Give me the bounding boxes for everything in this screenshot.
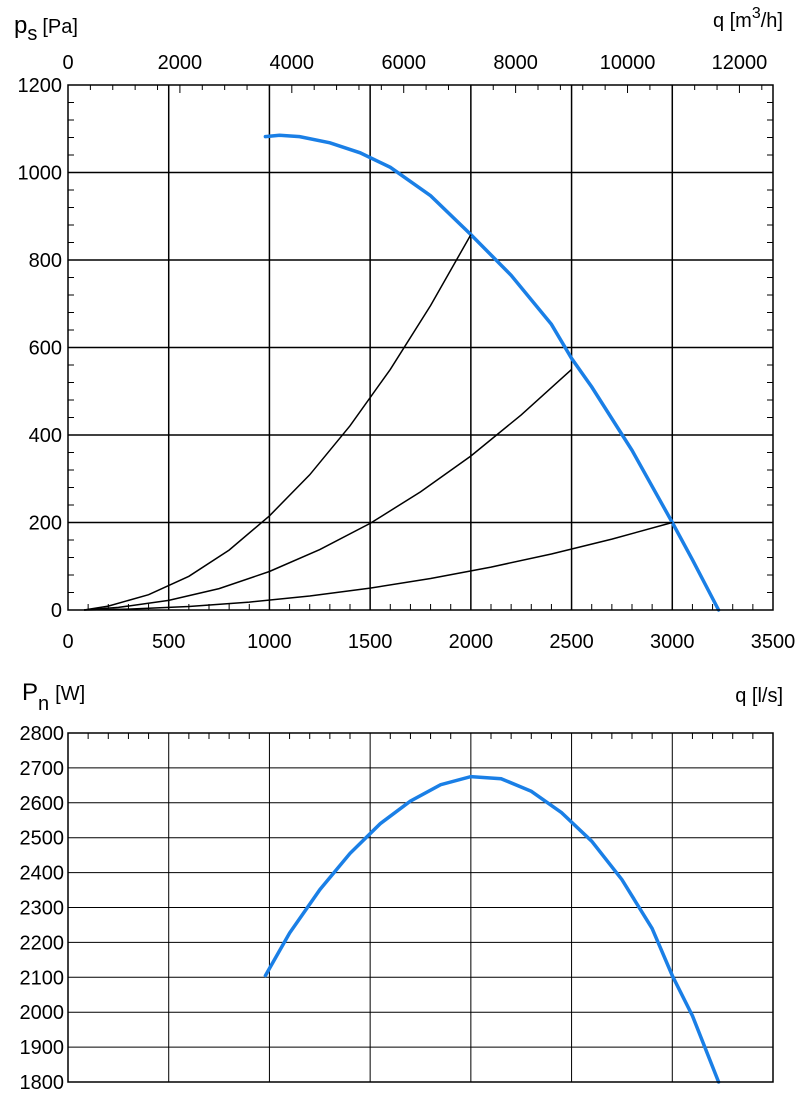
pressure-y-tick-label: 1000 — [18, 163, 63, 185]
pressure-x-tick-label: 3500 — [751, 631, 796, 653]
pressure-tick-labels: 0 500 1000 1500 2000 2500 3000 3500 0 200 400 600 80… — [18, 52, 796, 653]
power-y-tick-label: 2200 — [20, 932, 65, 954]
flow-m3h-axis-unit: /h] — [761, 10, 783, 32]
pressure-y-tick-label: 600 — [29, 338, 62, 360]
flow-m3h-tick-label: 2000 — [158, 52, 203, 74]
power-axis-unit: [W] — [55, 683, 85, 705]
flow-m3h-tick-label: 6000 — [381, 52, 426, 74]
pressure-x-tick-label: 0 — [62, 631, 73, 653]
flow-ls-axis-title: q [l/s] — [735, 685, 783, 707]
pressure-x-tick-label: 500 — [152, 631, 185, 653]
pressure-x-tick-label: 2500 — [549, 631, 594, 653]
flow-m3h-tick-label: 12000 — [712, 52, 768, 74]
pressure-axis-subscript: s — [27, 23, 37, 45]
power-plot-frame — [67, 732, 774, 1083]
power-y-tick-label: 2600 — [20, 793, 65, 815]
flow-m3h-axis-text: q [m — [713, 10, 752, 32]
pressure-system-curve-1 — [83, 234, 472, 611]
power-tick-labels: 1800 1900 2000 2100 2200 2300 2400 2500 2600 2700… — [20, 723, 65, 1094]
power-grid — [68, 733, 773, 1082]
pressure-x-tick-label: 1500 — [348, 631, 393, 653]
pressure-y-tick-label: 400 — [29, 425, 62, 447]
pressure-system-curve-2 — [84, 368, 573, 611]
power-chart: 1800 1900 2000 2100 2200 2300 2400 2500 2600 2700… — [20, 679, 784, 1094]
pressure-x-tick-label: 1000 — [247, 631, 292, 653]
flow-m3h-tick-label: 4000 — [270, 52, 315, 74]
power-minor-ticks — [87, 733, 754, 739]
power-y-tick-label: 1900 — [20, 1037, 65, 1059]
pressure-y-tick-label: 0 — [51, 600, 62, 622]
power-y-tick-label: 2000 — [20, 1002, 65, 1024]
pressure-x-tick-label: 3000 — [650, 631, 695, 653]
flow-m3h-tick-label: 8000 — [493, 52, 538, 74]
power-y-tick-label: 1800 — [20, 1072, 65, 1094]
pressure-chart: 0 500 1000 1500 2000 2500 3000 3500 0 200 400 600 80… — [14, 5, 795, 653]
power-y-tick-label: 2400 — [20, 863, 65, 885]
pressure-y-tick-label: 1200 — [18, 75, 63, 97]
pressure-axis-symbol: p — [14, 12, 27, 39]
pressure-y-tick-label: 200 — [29, 513, 62, 535]
flow-m3h-axis-title: q [m3/h] — [713, 5, 783, 32]
pressure-system-curve-3 — [84, 521, 673, 611]
flow-m3h-tick-label: 10000 — [600, 52, 656, 74]
pressure-axis-title: ps [Pa] — [14, 12, 78, 45]
flow-m3h-tick-label: 0 — [62, 52, 73, 74]
pressure-fan-curve — [263, 133, 721, 612]
pressure-y-tick-label: 800 — [29, 250, 62, 272]
pressure-grid — [68, 85, 773, 610]
power-y-tick-label: 2800 — [20, 723, 65, 745]
pressure-axis-unit: [Pa] — [42, 16, 78, 38]
power-y-tick-label: 2100 — [20, 967, 65, 989]
pressure-series — [83, 133, 721, 612]
pressure-plot-frame — [67, 84, 774, 611]
power-axis-symbol: P — [22, 679, 38, 706]
power-y-tick-label: 2300 — [20, 898, 65, 920]
power-fan-curve — [263, 774, 721, 1084]
pressure-minor-ticks — [67, 85, 773, 610]
power-series — [263, 774, 721, 1084]
power-y-tick-label: 2700 — [20, 758, 65, 780]
power-y-tick-label: 2500 — [20, 828, 65, 850]
power-axis-subscript: n — [38, 693, 49, 715]
flow-m3h-axis-sup: 3 — [752, 5, 761, 22]
pressure-x-tick-label: 2000 — [449, 631, 494, 653]
power-axis-title: Pn [W] — [22, 679, 85, 715]
